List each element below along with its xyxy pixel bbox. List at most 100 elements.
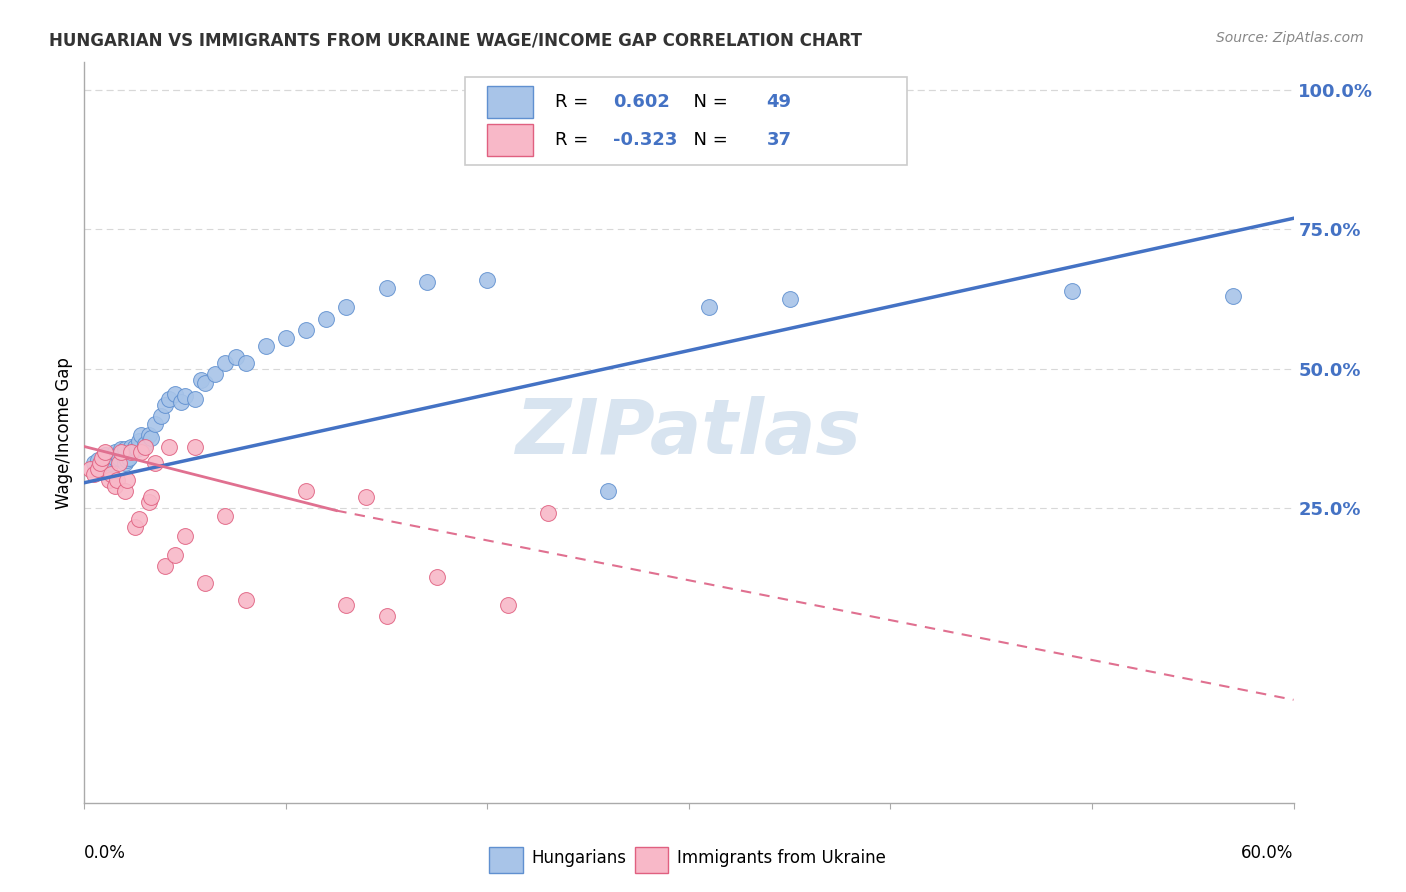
Point [87, 453, 110, 467]
Point [295, 484, 318, 499]
Point [235, 592, 257, 607]
Point [134, 436, 156, 450]
FancyBboxPatch shape [465, 78, 907, 165]
Text: -0.323: -0.323 [613, 131, 678, 149]
Point [93, 448, 115, 462]
Point [174, 528, 197, 542]
Point [496, 598, 519, 612]
Point [214, 509, 236, 524]
FancyBboxPatch shape [486, 124, 533, 156]
Point [153, 398, 176, 412]
Text: 49: 49 [766, 93, 792, 111]
FancyBboxPatch shape [634, 847, 668, 873]
Point [114, 456, 136, 470]
Point [120, 445, 142, 459]
Point [104, 450, 127, 465]
Point [139, 431, 162, 445]
Point [295, 323, 318, 337]
Point [128, 512, 150, 526]
Point [149, 409, 172, 423]
Point [83, 456, 105, 470]
Point [335, 301, 357, 315]
Point [87, 462, 110, 476]
Point [114, 442, 136, 457]
Point [97, 473, 120, 487]
Point [107, 450, 129, 465]
Point [83, 467, 105, 482]
Point [138, 495, 160, 509]
Point [107, 456, 129, 470]
Point [89, 456, 111, 470]
Point [157, 392, 180, 407]
Point [138, 428, 160, 442]
Point [184, 440, 207, 454]
Point [97, 462, 120, 476]
Point [274, 331, 297, 345]
Point [194, 376, 217, 390]
Point [214, 356, 236, 370]
Point [124, 520, 146, 534]
Point [93, 445, 115, 459]
Text: HUNGARIAN VS IMMIGRANTS FROM UKRAINE WAGE/INCOME GAP CORRELATION CHART: HUNGARIAN VS IMMIGRANTS FROM UKRAINE WAG… [49, 31, 862, 49]
Point [79, 462, 101, 476]
Point [139, 490, 162, 504]
Point [118, 450, 141, 465]
Point [104, 445, 127, 459]
Text: 60.0%: 60.0% [1241, 844, 1294, 862]
Point [143, 417, 166, 432]
Point [128, 434, 150, 448]
Text: R =: R = [555, 93, 593, 111]
Text: 0.0%: 0.0% [84, 844, 127, 862]
FancyBboxPatch shape [489, 847, 523, 873]
Point [194, 575, 217, 590]
Point [174, 389, 197, 403]
Text: R =: R = [555, 131, 593, 149]
Point [124, 440, 146, 454]
FancyBboxPatch shape [486, 86, 533, 118]
Point [104, 478, 127, 492]
Point [93, 450, 115, 465]
Text: 0.602: 0.602 [613, 93, 669, 111]
Point [598, 484, 620, 499]
Text: N =: N = [682, 93, 733, 111]
Point [779, 292, 801, 306]
Text: Source: ZipAtlas.com: Source: ZipAtlas.com [1216, 31, 1364, 45]
Point [100, 456, 122, 470]
Text: ZIPatlas: ZIPatlas [516, 396, 862, 469]
Point [100, 467, 122, 482]
Point [697, 301, 720, 315]
Point [477, 272, 499, 286]
Point [165, 386, 187, 401]
Text: 37: 37 [766, 131, 792, 149]
Point [254, 339, 277, 353]
Point [315, 311, 337, 326]
Point [426, 570, 449, 584]
Point [190, 373, 212, 387]
Point [134, 440, 156, 454]
Point [105, 473, 128, 487]
Point [129, 428, 152, 442]
Y-axis label: Wage/Income Gap: Wage/Income Gap [55, 357, 73, 508]
Point [335, 598, 357, 612]
Text: N =: N = [682, 131, 733, 149]
Point [115, 473, 138, 487]
Text: Immigrants from Ukraine: Immigrants from Ukraine [676, 849, 886, 867]
Point [115, 453, 138, 467]
Point [416, 276, 439, 290]
Point [165, 548, 187, 562]
Point [375, 281, 398, 295]
Point [375, 609, 398, 624]
Text: Hungarians: Hungarians [531, 849, 627, 867]
Point [125, 442, 148, 457]
Point [114, 484, 136, 499]
Point [129, 445, 152, 459]
Point [537, 506, 560, 520]
Point [235, 356, 257, 370]
Point [153, 559, 176, 574]
Point [120, 440, 142, 454]
Point [1222, 289, 1244, 303]
Point [225, 351, 247, 365]
Point [91, 450, 114, 465]
Point [157, 440, 180, 454]
Point [204, 367, 226, 381]
